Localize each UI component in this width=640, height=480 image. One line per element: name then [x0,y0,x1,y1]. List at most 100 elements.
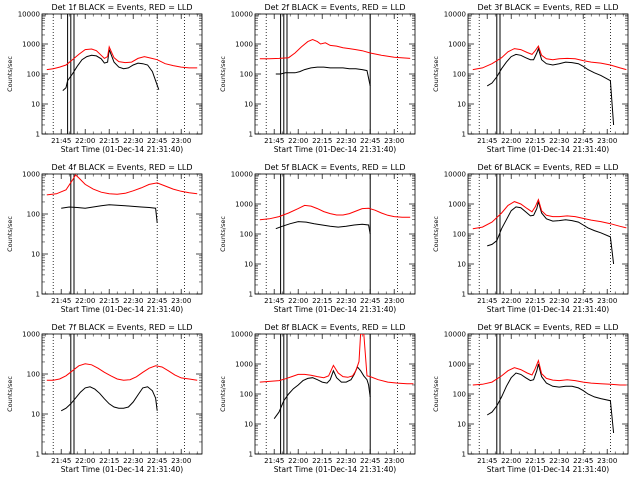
y-tick-label: 1000 [448,201,466,209]
panel-title: Det 9f BLACK = Events, RED = LLD [477,323,618,332]
x-tick-label: 21:45 [477,457,497,465]
x-tick-label: 22:00 [501,457,521,465]
x-tick-label: 23:00 [597,297,617,305]
y-tick-label: 100 [240,391,253,399]
x-tick-label: 22:45 [360,137,380,145]
series-line-black [61,204,158,223]
x-tick-label: 22:15 [99,457,119,465]
y-tick-label: 10 [457,261,466,269]
x-tick-label: 22:30 [336,457,356,465]
y-tick-label: 10 [244,261,253,269]
x-tick-label: 21:45 [51,137,71,145]
series-line-black [62,49,160,91]
x-tick-label: 23:00 [171,297,191,305]
x-tick-label: 23:00 [384,137,404,145]
x-tick-label: 22:30 [336,137,356,145]
series-group [259,204,411,235]
y-axis-label: Counts/sec [6,376,14,412]
y-tick-label: 100 [240,231,253,239]
x-tick-label: 22:30 [123,457,143,465]
series-line-red [259,39,411,60]
x-tick-label: 22:30 [123,297,143,305]
detector-panel-1: Det 1f BLACK = Events, RED = LLD 1 10 100 10… [6,3,203,154]
detector-panel-4: Det 4f BLACK = Events, RED = LLD 1 10 100 10… [6,163,203,314]
x-tick-label: 21:45 [51,297,71,305]
x-tick-label: 22:45 [360,457,380,465]
x-tick-label: 21:45 [51,457,71,465]
plot-frame [41,13,203,135]
detector-panel-6: Det 6f BLACK = Events, RED = LLD 1 10 100 10… [432,163,629,314]
y-tick-label: 1 [462,451,466,459]
series-group [46,363,198,412]
y-tick-label: 1 [36,291,40,299]
x-tick-label: 21:45 [477,137,497,145]
x-tick-label: 21:45 [264,297,284,305]
series-group [472,198,627,265]
y-axis-label: Counts/sec [219,376,227,412]
series-group [472,358,627,434]
x-tick-label: 22:45 [573,137,593,145]
y-tick-label: 1000 [448,41,466,49]
series-line-black [60,386,158,412]
y-tick-label: 100 [27,371,40,379]
y-tick-label: 1 [462,291,466,299]
series-line-red [259,334,414,385]
plot-frame [467,333,629,455]
series-line-black [275,66,371,87]
x-tick-label: 23:00 [597,457,617,465]
series-group [472,45,627,126]
y-tick-label: 10 [31,101,40,109]
x-tick-label: 22:45 [573,297,593,305]
panel-title: Det 1f BLACK = Events, RED = LLD [51,3,192,12]
series-line-red [46,363,198,381]
y-tick-label: 10 [457,421,466,429]
y-axis-label: Counts/sec [219,216,227,252]
y-tick-label: 10 [31,251,40,259]
y-tick-label: 10000 [231,11,253,19]
detector-panel-5: Det 5f BLACK = Events, RED = LLD 1 10 100 10… [219,163,416,314]
y-tick-label: 10 [31,411,40,419]
y-tick-label: 10000 [231,171,253,179]
y-axis-label: Counts/sec [6,216,14,252]
y-tick-label: 1 [36,451,40,459]
plot-frame [254,333,416,455]
x-tick-label: 22:00 [501,297,521,305]
x-tick-label: 22:45 [147,137,167,145]
y-tick-label: 1 [249,451,253,459]
y-tick-label: 1 [249,131,253,139]
series-group [259,39,411,87]
x-tick-label: 23:00 [171,457,191,465]
x-tick-label: 22:15 [312,297,332,305]
y-tick-label: 100 [453,231,466,239]
x-tick-label: 21:45 [477,297,497,305]
y-tick-label: 100 [27,211,40,219]
y-tick-label: 10 [244,101,253,109]
panel-title: Det 2f BLACK = Events, RED = LLD [264,3,405,12]
x-tick-label: 21:45 [264,457,284,465]
x-tick-label: 22:15 [99,297,119,305]
y-tick-label: 100 [27,71,40,79]
y-tick-label: 10000 [18,11,40,19]
x-tick-label: 22:15 [312,457,332,465]
plot-frame [467,13,629,135]
x-axis-label: Start Time (01-Dec-14 21:31:40) [487,465,609,474]
x-tick-label: 22:30 [336,297,356,305]
plot-frame [254,173,416,295]
y-tick-label: 10 [244,421,253,429]
panel-title: Det 5f BLACK = Events, RED = LLD [264,163,405,172]
x-tick-label: 22:00 [288,297,308,305]
y-tick-label: 100 [453,71,466,79]
y-tick-label: 1000 [22,331,40,339]
y-tick-label: 10000 [444,331,466,339]
x-tick-label: 22:00 [75,137,95,145]
detector-panel-9: Det 9f BLACK = Events, RED = LLD 1 10 100 10… [432,323,629,474]
x-tick-label: 23:00 [171,137,191,145]
series-group [46,45,198,91]
series-line-red [472,45,627,71]
series-line-black [486,363,615,434]
series-line-black [487,201,615,265]
y-axis-label: Counts/sec [219,56,227,92]
x-axis-label: Start Time (01-Dec-14 21:31:40) [61,145,183,154]
x-tick-label: 23:00 [597,137,617,145]
y-tick-label: 1 [462,131,466,139]
